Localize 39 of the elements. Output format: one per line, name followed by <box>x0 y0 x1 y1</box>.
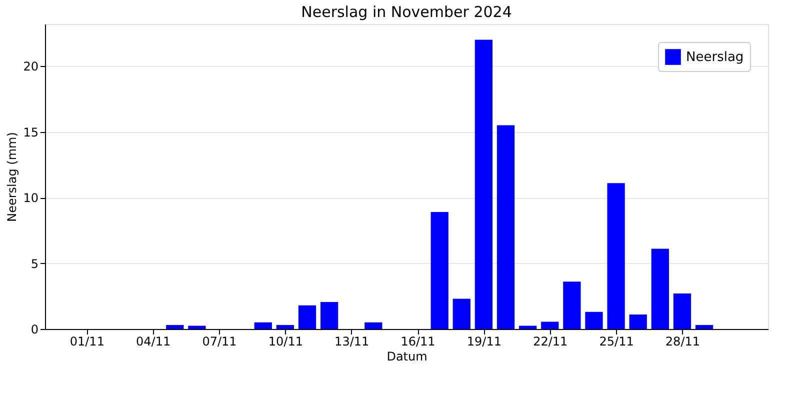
y-tick-label: 10 <box>23 191 38 206</box>
y-axis-title: Neerslag (mm) <box>5 132 20 222</box>
bar <box>166 325 184 329</box>
bar <box>320 302 338 329</box>
bar <box>541 322 559 329</box>
x-tick-label: 19/11 <box>466 334 502 348</box>
bar <box>452 298 470 329</box>
bar <box>518 326 537 329</box>
bar <box>695 325 714 329</box>
chart-title: Neerslag in November 2024 <box>301 3 512 21</box>
bar <box>651 248 669 329</box>
bar <box>364 322 382 329</box>
bar <box>430 212 448 329</box>
x-tick-label: 16/11 <box>400 334 436 348</box>
x-tick-label: 13/11 <box>334 334 370 348</box>
x-tick-label: 07/11 <box>202 334 237 348</box>
bar <box>585 312 603 329</box>
bar <box>629 314 647 329</box>
y-tick-label: 5 <box>30 256 38 271</box>
bar <box>298 305 316 329</box>
bar <box>607 183 625 329</box>
y-tick-label: 15 <box>23 125 38 140</box>
x-tick-label: 22/11 <box>533 334 568 348</box>
y-tick-label: 0 <box>30 322 38 336</box>
x-tick-label: 01/11 <box>70 334 104 348</box>
legend-label: Neerslag <box>686 50 744 65</box>
bar <box>254 322 272 329</box>
x-tick-label: 25/11 <box>599 334 634 348</box>
x-tick-label: 10/11 <box>268 334 303 348</box>
bar <box>563 282 581 329</box>
bar <box>188 326 206 329</box>
bar <box>673 294 692 329</box>
x-tick-label: 28/11 <box>665 334 700 348</box>
x-tick-label: 04/11 <box>136 334 171 348</box>
bar <box>474 40 493 329</box>
x-axis-title: Datum <box>386 350 428 364</box>
y-tick-label: 20 <box>23 60 38 74</box>
bar <box>276 325 294 329</box>
bar <box>496 125 515 329</box>
